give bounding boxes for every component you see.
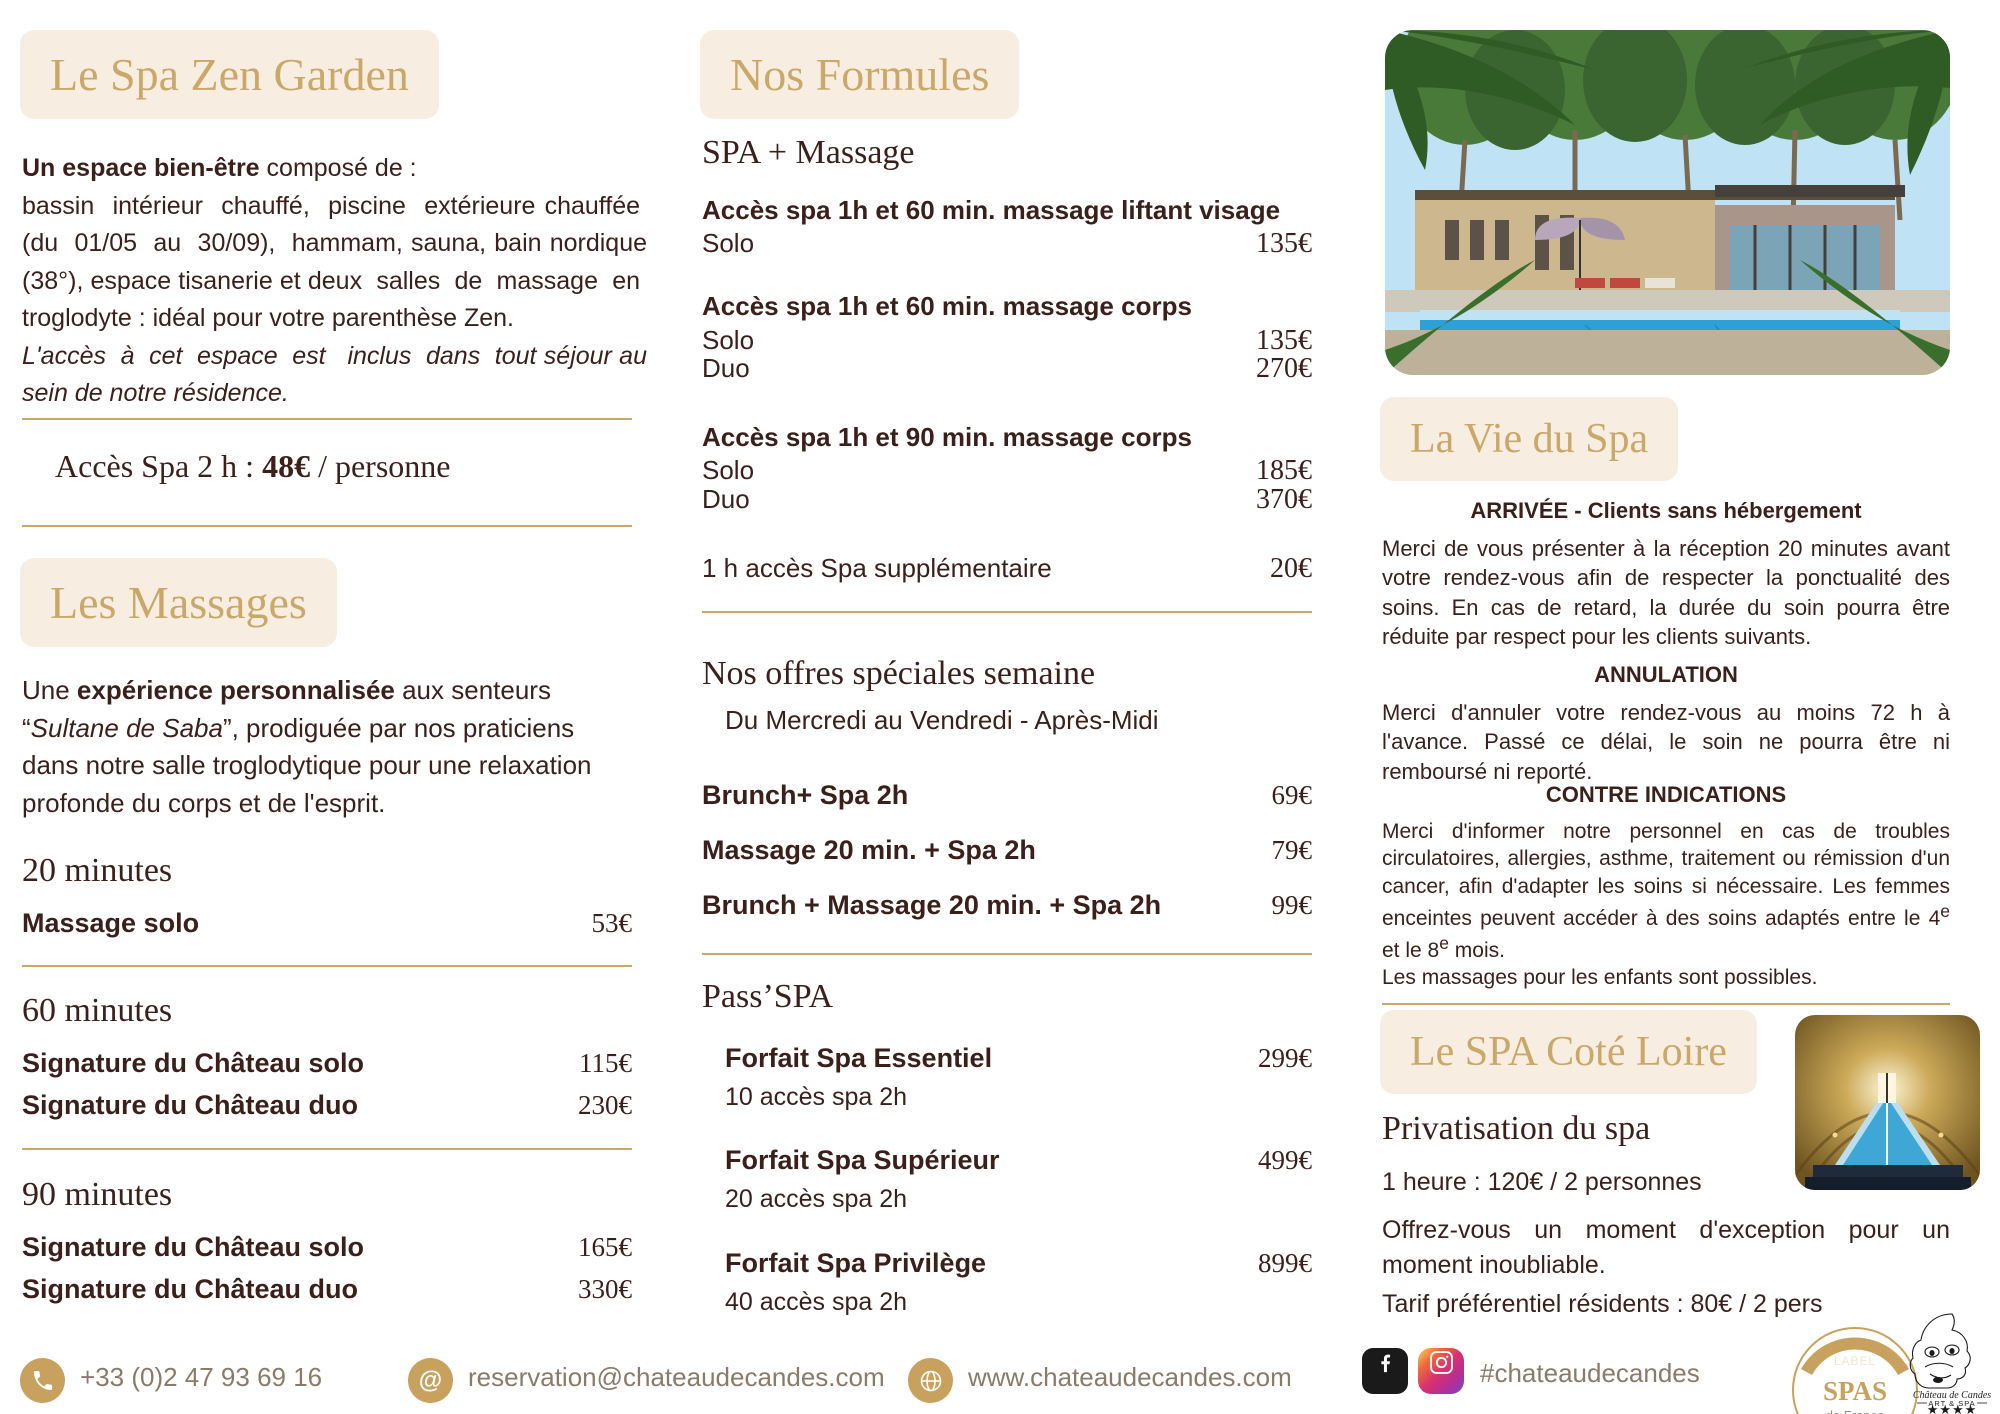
svg-text:LABEL: LABEL bbox=[1834, 1354, 1876, 1368]
svg-text:SPAS: SPAS bbox=[1823, 1376, 1887, 1406]
svg-text:★★★★: ★★★★ bbox=[1927, 1402, 1978, 1414]
svg-text:de France: de France bbox=[1826, 1408, 1885, 1414]
